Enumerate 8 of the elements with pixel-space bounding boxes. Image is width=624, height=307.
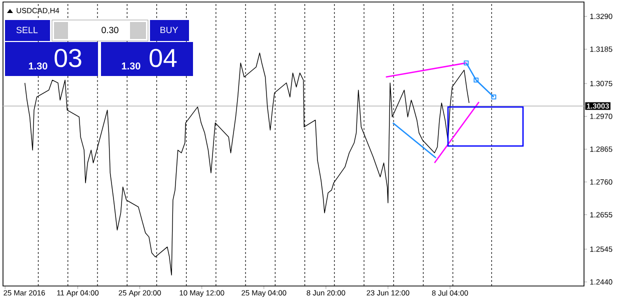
annotation: 04 [150, 48, 177, 68]
annotation: 03 [54, 48, 82, 68]
annotation: BUY [160, 26, 178, 34]
annotation: SELL [16, 26, 38, 34]
point [474, 78, 479, 83]
annotation: 1.30 [122, 62, 140, 70]
annotation: 0.30 [102, 26, 118, 34]
annotation: 1.30 [28, 62, 48, 70]
